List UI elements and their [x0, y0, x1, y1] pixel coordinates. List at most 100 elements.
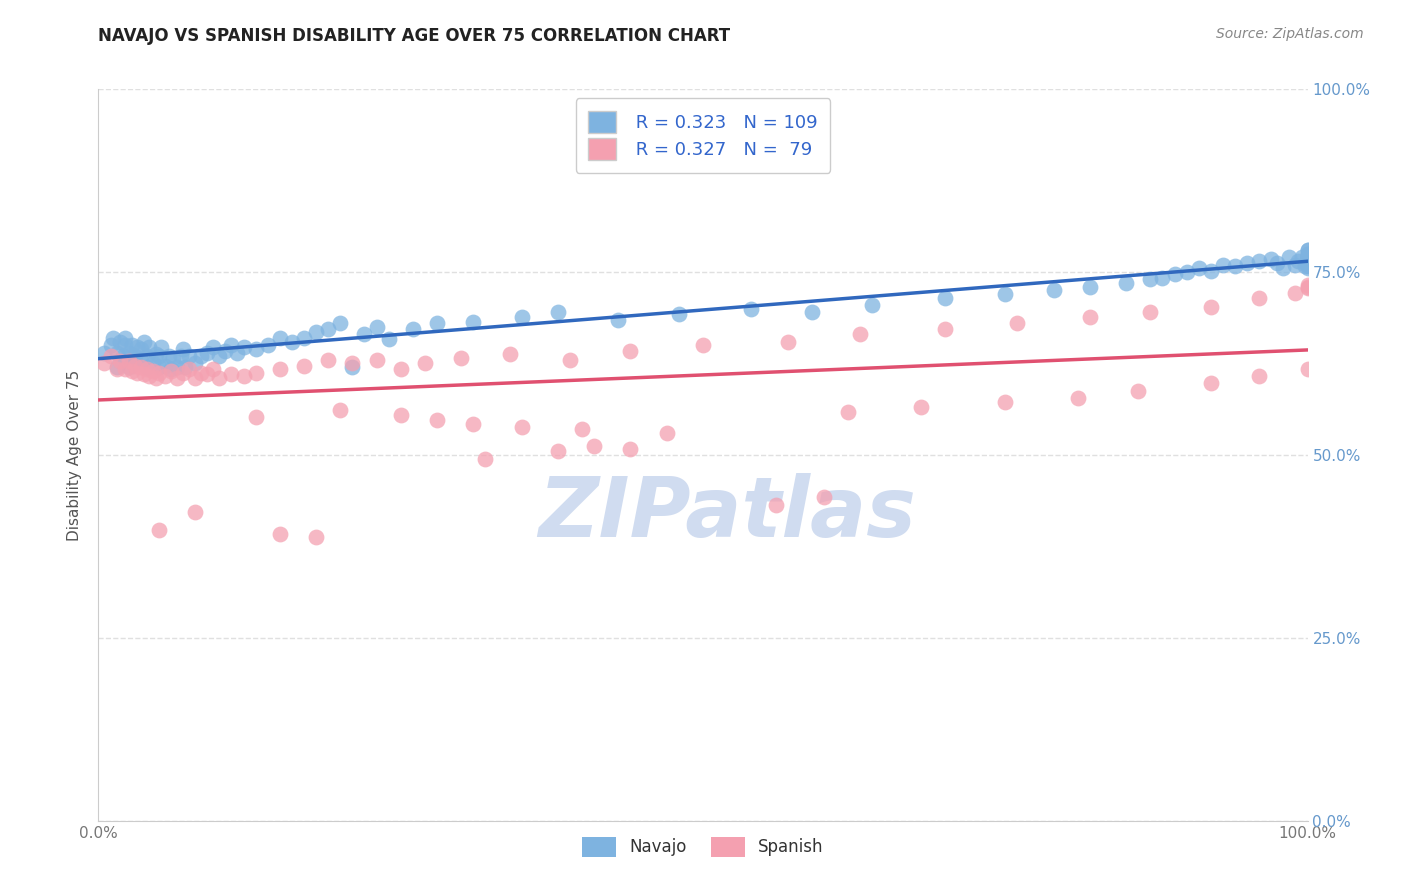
Point [121, 364, 143, 378]
Point [1249, 291, 1271, 305]
Point [1296, 261, 1319, 276]
Point [1296, 279, 1319, 293]
Point [145, 347, 167, 361]
Point [1296, 281, 1319, 295]
Point [101, 331, 124, 345]
Point [221, 368, 243, 382]
Point [135, 360, 157, 375]
Point [153, 359, 176, 373]
Point [474, 451, 496, 466]
Point [124, 359, 146, 373]
Point [1286, 254, 1309, 268]
Point [221, 338, 243, 352]
Point [174, 360, 197, 375]
Point [145, 371, 167, 385]
Point [994, 287, 1017, 301]
Point [129, 352, 152, 367]
Point [1067, 391, 1090, 405]
Point [1296, 246, 1319, 260]
Point [184, 356, 207, 371]
Point [142, 364, 165, 378]
Point [910, 401, 932, 415]
Point [1296, 258, 1319, 272]
Point [148, 349, 170, 363]
Point [1294, 259, 1316, 273]
Point [245, 342, 267, 356]
Point [740, 301, 762, 316]
Point [105, 360, 128, 375]
Point [142, 356, 165, 371]
Point [547, 444, 569, 458]
Point [305, 530, 328, 544]
Point [269, 527, 291, 541]
Point [160, 364, 183, 378]
Point [1296, 361, 1319, 376]
Point [166, 360, 188, 375]
Point [1267, 256, 1289, 270]
Point [353, 327, 375, 342]
Point [121, 338, 143, 352]
Point [124, 356, 146, 371]
Point [1296, 246, 1319, 260]
Point [269, 361, 291, 376]
Point [232, 368, 254, 383]
Point [655, 425, 678, 440]
Point [195, 345, 218, 359]
Point [450, 351, 472, 366]
Point [202, 361, 225, 376]
Point [100, 349, 122, 363]
Point [934, 322, 956, 336]
Point [1284, 258, 1306, 272]
Point [1175, 265, 1198, 279]
Point [510, 310, 533, 325]
Point [172, 342, 194, 356]
Point [1296, 259, 1319, 273]
Point [389, 408, 412, 422]
Point [1236, 256, 1258, 270]
Point [498, 347, 520, 361]
Point [800, 305, 823, 319]
Point [1212, 258, 1234, 272]
Point [1260, 252, 1282, 266]
Point [150, 340, 173, 354]
Point [232, 340, 254, 354]
Point [169, 349, 191, 363]
Point [583, 439, 606, 453]
Point [226, 345, 249, 359]
Point [426, 316, 449, 330]
Point [1291, 251, 1313, 265]
Point [162, 351, 184, 366]
Point [1296, 243, 1319, 257]
Point [1296, 251, 1319, 265]
Point [776, 334, 799, 349]
Point [292, 331, 315, 345]
Point [463, 417, 485, 432]
Point [860, 298, 883, 312]
Point [269, 331, 291, 345]
Point [463, 315, 485, 329]
Point [413, 356, 436, 371]
Point [1249, 368, 1271, 383]
Point [342, 356, 364, 371]
Text: NAVAJO VS SPANISH DISABILITY AGE OVER 75 CORRELATION CHART: NAVAJO VS SPANISH DISABILITY AGE OVER 75… [98, 27, 731, 45]
Point [166, 371, 188, 385]
Point [342, 360, 364, 375]
Point [329, 402, 352, 417]
Point [245, 366, 267, 380]
Point [1272, 261, 1295, 276]
Point [1199, 300, 1222, 314]
Point [1296, 256, 1319, 270]
Point [1139, 272, 1161, 286]
Point [402, 322, 425, 336]
Point [127, 366, 149, 380]
Point [184, 505, 207, 519]
Point [1296, 256, 1319, 270]
Point [134, 334, 156, 349]
Point [148, 523, 170, 537]
Point [256, 338, 278, 352]
Point [114, 361, 136, 376]
Point [668, 308, 690, 322]
Point [1007, 316, 1029, 330]
Y-axis label: Disability Age Over 75: Disability Age Over 75 [67, 369, 83, 541]
Point [105, 345, 128, 359]
